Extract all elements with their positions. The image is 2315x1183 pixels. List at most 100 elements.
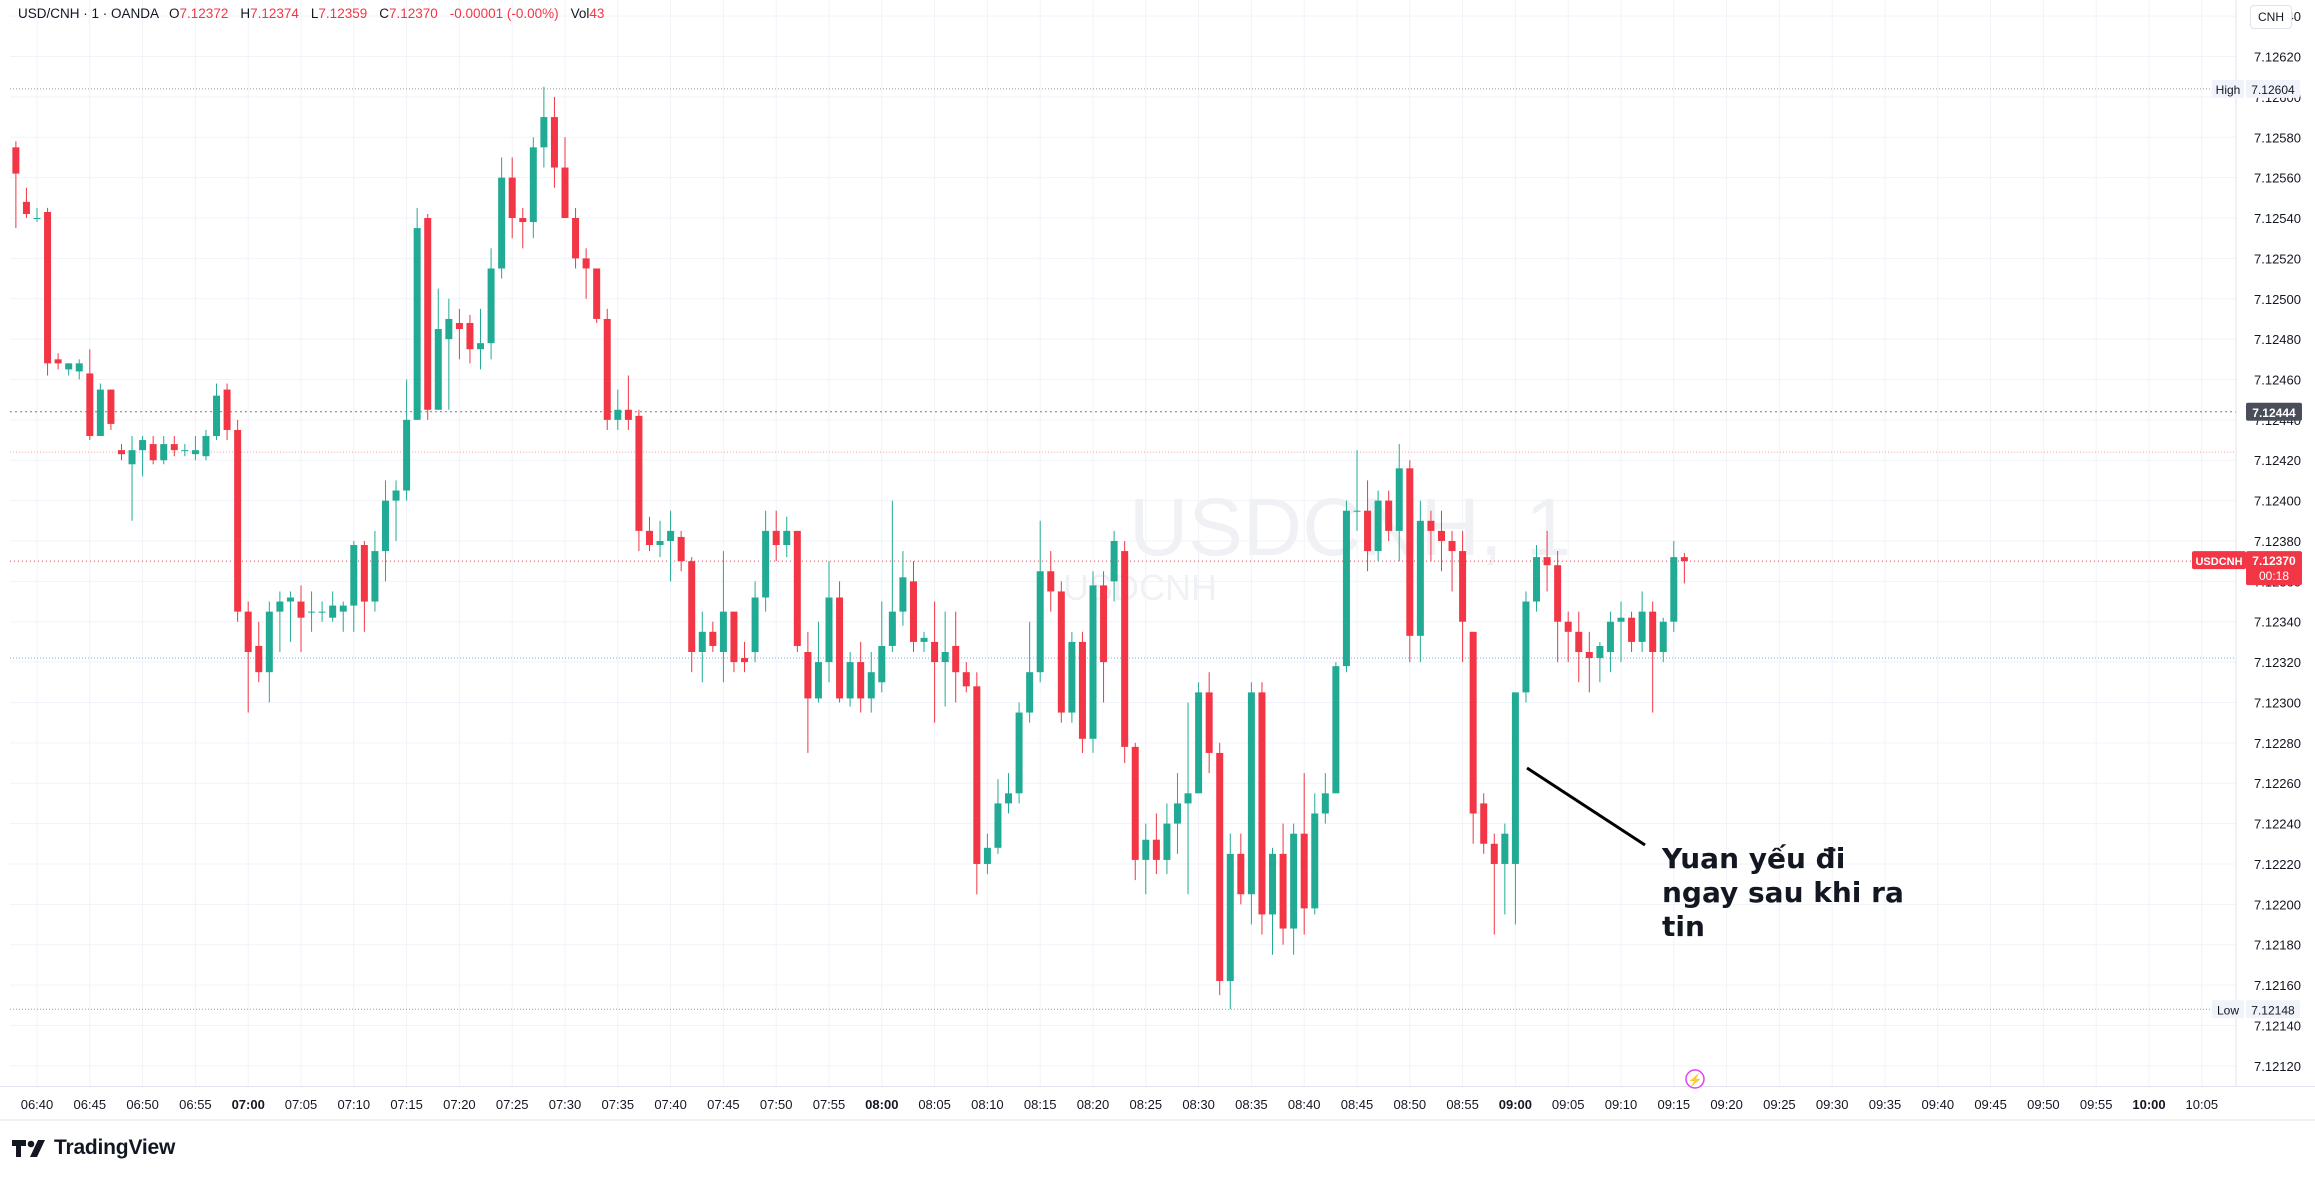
candle-body: [540, 117, 548, 148]
candle-body: [1480, 803, 1488, 844]
x-tick-label: 09:30: [1816, 1097, 1849, 1112]
economic-event-icon[interactable]: ⚡: [1685, 1069, 1705, 1089]
candle-body: [1173, 803, 1181, 824]
x-tick-label: 07:40: [654, 1097, 687, 1112]
candle-body: [825, 597, 833, 663]
candle-body: [931, 641, 939, 663]
candle-body: [1332, 666, 1340, 794]
candle-body: [645, 530, 653, 546]
y-tick-label: 7.12260: [2254, 776, 2301, 791]
candle-body: [941, 652, 949, 663]
volume-number: 43: [589, 6, 605, 21]
candle-body: [508, 177, 516, 219]
open-number: 7.12372: [179, 6, 229, 21]
candle-body: [1670, 557, 1678, 622]
candle-body: [1649, 611, 1657, 653]
candle-body: [519, 218, 527, 223]
candle-body: [624, 409, 632, 420]
currency-button[interactable]: CNH: [2250, 5, 2292, 29]
open-value: O7.12372: [169, 6, 228, 21]
candle-body: [403, 419, 411, 491]
candle-body: [44, 211, 52, 364]
y-tick-label: 7.12140: [2254, 1018, 2301, 1033]
candle-body: [1606, 621, 1614, 653]
candle-body: [751, 597, 759, 653]
candle-body: [952, 645, 960, 673]
candle-body: [160, 444, 168, 461]
candle-body: [1490, 843, 1498, 864]
candle-body: [909, 581, 917, 642]
candle-body: [1628, 617, 1636, 642]
candle-body: [561, 167, 569, 219]
low-label-bg: [2212, 1000, 2244, 1019]
candle-body: [1005, 793, 1013, 804]
candle-body: [1659, 621, 1667, 653]
candle-body: [308, 611, 316, 613]
low-label: Low: [2217, 1003, 2239, 1017]
y-tick-label: 7.12520: [2254, 251, 2301, 266]
high-value: H7.12374: [240, 6, 299, 21]
candle-body: [688, 561, 696, 653]
x-tick-label: 07:00: [232, 1097, 265, 1112]
x-tick-label: 06:50: [126, 1097, 159, 1112]
candle-body: [202, 436, 210, 457]
x-tick-label: 08:00: [865, 1097, 898, 1112]
candle-body: [719, 611, 727, 653]
x-tick-label: 09:55: [2080, 1097, 2113, 1112]
candle-body: [1300, 833, 1308, 909]
y-tick-label: 7.12340: [2254, 615, 2301, 630]
candle-body: [1374, 500, 1382, 552]
candle-body: [1564, 621, 1572, 632]
y-tick-label: 7.12580: [2254, 130, 2301, 145]
annotation-text[interactable]: Yuan yếu đi ngay sau khi ra tin: [1662, 842, 1904, 943]
candle-body: [1269, 853, 1277, 915]
candle-body: [836, 597, 844, 699]
candle-body: [1585, 652, 1593, 659]
candle-body: [1131, 746, 1139, 860]
tradingview-logo[interactable]: TradingView: [12, 1136, 175, 1160]
x-tick-label: 09:45: [1974, 1097, 2007, 1112]
x-tick-label: 07:55: [813, 1097, 846, 1112]
candle-body: [1501, 833, 1509, 864]
x-tick-label: 07:05: [285, 1097, 318, 1112]
y-tick-label: 7.12420: [2254, 453, 2301, 468]
candle-body: [1142, 839, 1150, 860]
candle-body: [888, 611, 896, 646]
candle-body: [276, 601, 284, 612]
candle-body: [529, 147, 537, 223]
x-tick-label: 09:05: [1552, 1097, 1585, 1112]
ohlc-values: O7.12372 H7.12374 L7.12359 C7.12370 -0.0…: [169, 6, 604, 21]
high-label-bg: [2212, 79, 2244, 98]
x-tick-label: 08:05: [918, 1097, 951, 1112]
x-tick-label: 09:15: [1658, 1097, 1691, 1112]
candle-body: [487, 268, 495, 344]
x-tick-label: 07:10: [338, 1097, 371, 1112]
candle-body: [1427, 520, 1435, 531]
close-number: 7.12370: [388, 6, 438, 21]
last-price-symbol-bg: [2192, 551, 2246, 570]
y-tick-label: 7.12540: [2254, 211, 2301, 226]
x-tick-label: 09:35: [1869, 1097, 1902, 1112]
high-number: 7.12374: [250, 6, 299, 21]
candle-body: [339, 605, 347, 612]
high-value-bg: [2246, 79, 2300, 98]
candle-body: [867, 672, 875, 699]
candle-body: [117, 450, 125, 455]
x-tick-label: 09:10: [1605, 1097, 1638, 1112]
candle-body: [1089, 585, 1097, 739]
candle-body: [1469, 631, 1477, 814]
candle-body: [677, 536, 685, 562]
y-tick-label: 7.12560: [2254, 171, 2301, 186]
candle-body: [1342, 510, 1350, 667]
symbol-title[interactable]: USD/CNH · 1 · OANDA: [18, 6, 160, 21]
marked-level-tag-bg: [2246, 402, 2302, 421]
y-tick-label: 7.12160: [2254, 978, 2301, 993]
y-tick-label: 7.12400: [2254, 494, 2301, 509]
x-tick-label: 06:40: [21, 1097, 54, 1112]
y-tick-label: 7.12240: [2254, 817, 2301, 832]
x-tick-label: 09:40: [1922, 1097, 1955, 1112]
candle-body: [1184, 793, 1192, 804]
candle-body: [170, 444, 178, 451]
